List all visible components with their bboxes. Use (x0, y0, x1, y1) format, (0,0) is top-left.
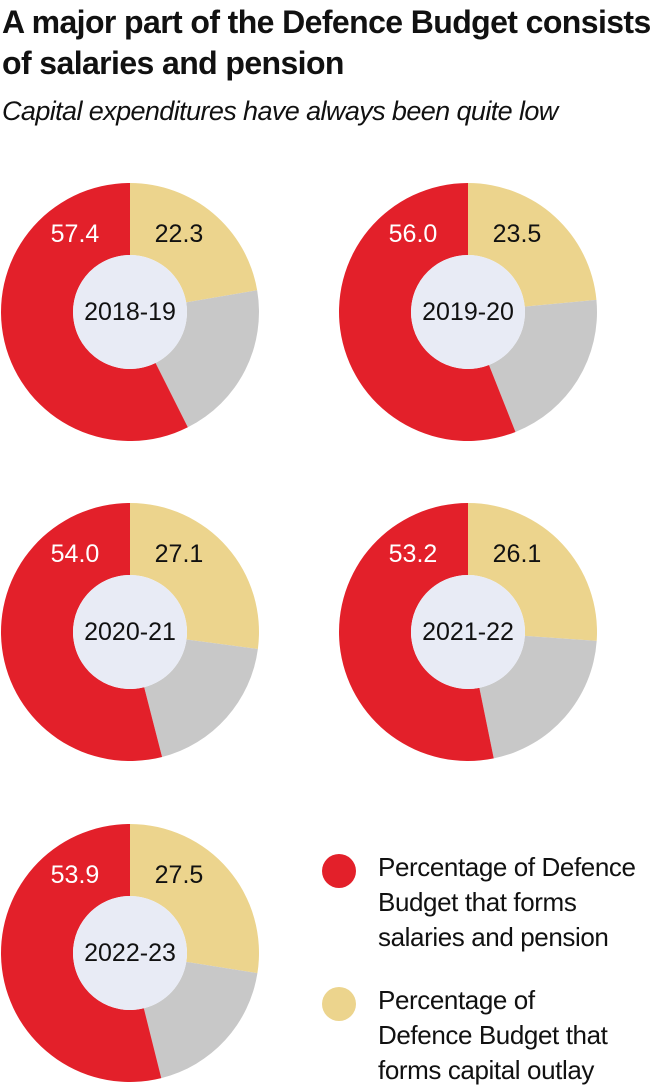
other-slice (479, 635, 597, 759)
legend-label-salaries-line: salaries and pension (378, 922, 609, 952)
legend-label-capital: Percentage of Defence Budget that forms … (378, 983, 658, 1088)
salaries-pension-slice (339, 503, 494, 761)
capital-outlay-slice (130, 183, 258, 303)
legend-swatch-salaries (322, 854, 356, 888)
legend-label-salaries: Percentage of Defence Budget that forms … (378, 850, 658, 955)
year-label: 2022-23 (84, 939, 176, 967)
capital-value-label: 23.5 (493, 220, 542, 248)
other-slice (155, 290, 260, 428)
legend-swatch-capital (322, 987, 356, 1021)
capital-outlay-slice (468, 183, 597, 307)
donut-2021-22: 53.2 26.1 2021-22 (339, 503, 598, 761)
salaries-value-label: 57.4 (51, 220, 100, 248)
salaries-value-label: 56.0 (389, 220, 438, 248)
legend-label-salaries-line: Budget that forms (378, 887, 577, 917)
salaries-pension-slice (1, 183, 188, 441)
other-slice (488, 299, 597, 432)
legend-label-capital-line: Defence Budget that (378, 1020, 608, 1050)
salaries-value-label: 53.2 (389, 540, 438, 568)
salaries-value-label: 54.0 (51, 540, 100, 568)
salaries-pension-slice (338, 183, 516, 442)
capital-value-label: 27.5 (155, 861, 204, 889)
donut-center (73, 896, 187, 1010)
legend-label-capital-line: forms capital outlay (378, 1055, 594, 1085)
donut-2018-19: 57.4 22.3 2018-19 (1, 183, 260, 441)
other-slice (143, 961, 258, 1079)
capital-value-label: 22.3 (155, 220, 204, 248)
salaries-pension-slice (0, 824, 162, 1083)
donut-2022-23: 53.9 27.5 2022-23 (0, 824, 260, 1083)
legend-label-salaries-line: Percentage of Defence (378, 852, 636, 882)
capital-value-label: 27.1 (155, 540, 204, 568)
donut-center (73, 255, 187, 369)
other-slice (144, 639, 258, 757)
year-label: 2019-20 (422, 298, 514, 326)
chart-title: A major part of the Defence Budget consi… (2, 4, 651, 81)
donut-center (411, 255, 525, 369)
legend-label-capital-line: Percentage of (378, 985, 535, 1015)
capital-value-label: 26.1 (493, 540, 542, 568)
year-label: 2021-22 (422, 618, 514, 646)
capital-outlay-slice (130, 503, 260, 649)
donut-2020-21: 54.0 27.1 2020-21 (0, 503, 260, 761)
salaries-pension-slice (0, 503, 163, 761)
year-label: 2018-19 (84, 298, 176, 326)
capital-outlay-slice (130, 824, 260, 974)
donut-center (73, 575, 187, 689)
chart-subtitle: Capital expenditures have always been qu… (2, 96, 558, 126)
capital-outlay-slice (468, 503, 598, 641)
salaries-value-label: 53.9 (51, 861, 100, 889)
donut-2019-20: 56.0 23.5 2019-20 (338, 183, 597, 442)
year-label: 2020-21 (84, 618, 176, 646)
donut-center (411, 575, 525, 689)
